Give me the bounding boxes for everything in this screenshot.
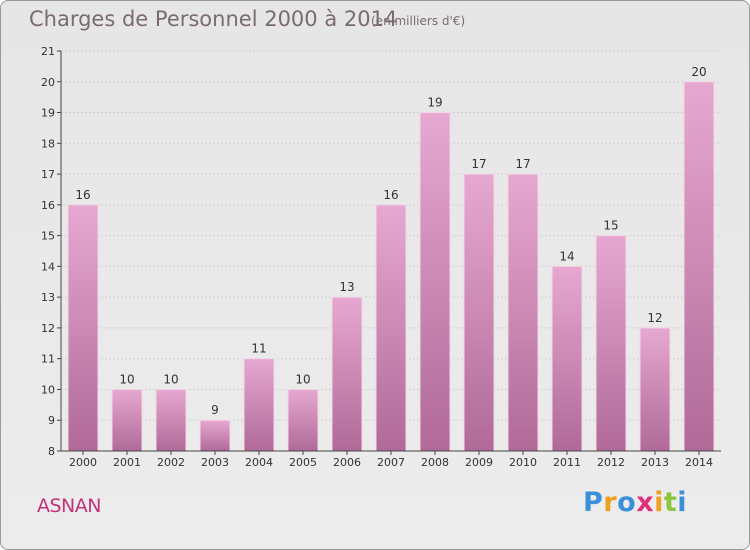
bar-2008	[419, 112, 451, 452]
y-tick-label: 14	[41, 260, 55, 273]
logo-letter: r	[603, 487, 618, 518]
bar-2002	[155, 388, 187, 452]
proxiti-logo[interactable]: Proxiti	[583, 487, 687, 518]
y-tick-label: 19	[41, 107, 55, 120]
bar-2001	[111, 388, 143, 452]
x-tick-label: 2010	[509, 456, 537, 469]
bar-2007	[375, 204, 407, 452]
x-tick-label: 2005	[289, 456, 317, 469]
x-tick-label: 2009	[465, 456, 493, 469]
chart-title: Charges de Personnel 2000 à 2014	[29, 7, 398, 31]
bar-2009	[463, 173, 495, 452]
data-label: 12	[647, 311, 662, 325]
x-tick-label: 2004	[245, 456, 273, 469]
logo-letter: i	[677, 487, 688, 518]
axes: 8 9 10 11 12 13 14 15 16 17 18 19 20 21 2000 2001 2002 20…	[41, 45, 721, 469]
data-label: 16	[383, 188, 398, 202]
bar-2003	[199, 419, 231, 452]
bar-2005	[287, 388, 319, 452]
x-tick-label: 2008	[421, 456, 449, 469]
data-label: 14	[559, 249, 574, 263]
logo-letter: i	[654, 487, 664, 518]
data-label: 10	[163, 372, 178, 386]
commune-name: ASNAN	[37, 495, 101, 517]
bar-2012	[595, 235, 627, 452]
x-tick-label: 2007	[377, 456, 405, 469]
y-tick-label: 12	[41, 322, 55, 335]
data-label: 17	[515, 157, 530, 171]
data-label: 10	[119, 372, 134, 386]
x-tick-label: 2002	[157, 456, 185, 469]
x-tick-label: 2012	[597, 456, 625, 469]
bar-2011	[551, 265, 583, 452]
logo-letter: P	[583, 487, 604, 518]
data-label: 17	[471, 157, 486, 171]
x-tick-label: 2003	[201, 456, 229, 469]
x-tick-label: 2006	[333, 456, 361, 469]
y-tick-label: 13	[41, 291, 55, 304]
y-tick-label: 16	[41, 199, 55, 212]
bar-2000	[67, 204, 99, 452]
y-tick-label: 17	[41, 168, 55, 181]
logo-letter: t	[663, 487, 678, 518]
data-label: 15	[603, 219, 618, 233]
x-tick-label: 2001	[113, 456, 141, 469]
data-label: 16	[75, 188, 90, 202]
y-tick-label: 10	[41, 383, 55, 396]
x-tick-label: 2014	[685, 456, 713, 469]
x-tick-label: 2000	[69, 456, 97, 469]
data-label: 20	[691, 65, 706, 79]
bars	[67, 81, 715, 452]
logo-letter: o	[617, 487, 637, 518]
y-tick-label: 18	[41, 137, 55, 150]
x-tick-label: 2011	[553, 456, 581, 469]
y-tick-label: 21	[41, 45, 55, 58]
x-tick-label: 2013	[641, 456, 669, 469]
data-label: 11	[251, 342, 266, 356]
y-tick-label: 15	[41, 230, 55, 243]
y-tick-label: 11	[41, 353, 55, 366]
logo-letter: x	[636, 487, 655, 518]
data-label: 19	[427, 96, 442, 110]
bar-2010	[507, 173, 539, 452]
bar-2004	[243, 358, 275, 452]
chart-unit: (en milliers d'€)	[371, 14, 466, 28]
bar-2014	[683, 81, 715, 452]
y-tick-label: 20	[41, 76, 55, 89]
bar-2006	[331, 296, 363, 452]
data-label: 13	[339, 280, 354, 294]
y-tick-label: 8	[48, 445, 55, 458]
bar-2013	[639, 327, 671, 452]
y-tick-label: 9	[48, 414, 55, 427]
data-label: 9	[211, 403, 219, 417]
data-label: 10	[295, 372, 310, 386]
labels: 16 10 10 9 11 10 13 16 19 17 17 14 15 12 20	[75, 65, 706, 417]
